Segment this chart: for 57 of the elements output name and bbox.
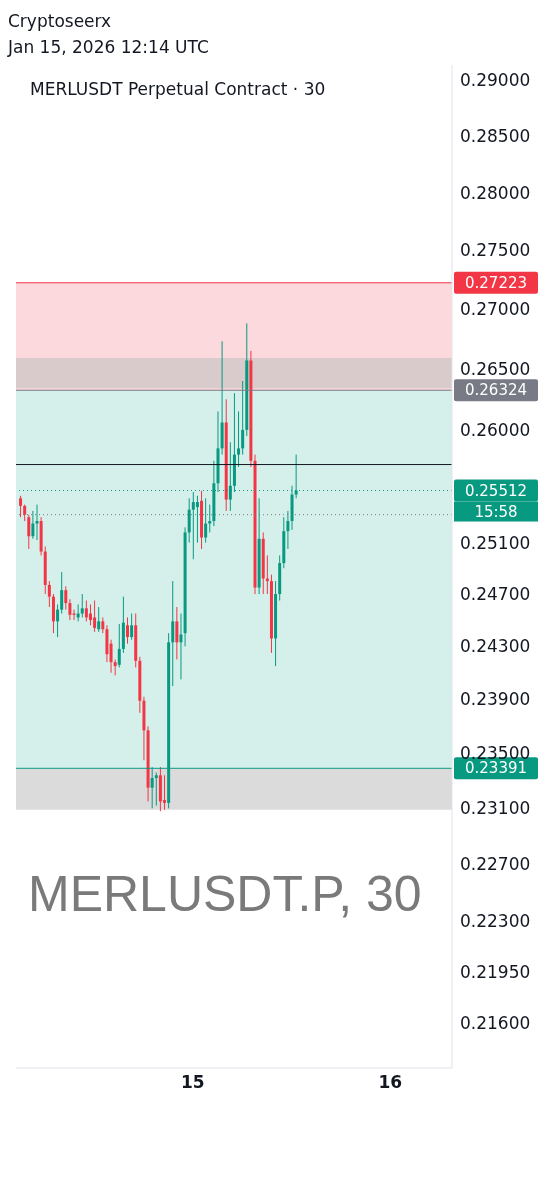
candlestick xyxy=(97,606,101,633)
candlestick xyxy=(163,774,167,811)
y-tick-label: 0.23900 xyxy=(460,689,531,710)
candlestick xyxy=(241,380,245,456)
y-tick-label: 0.24300 xyxy=(460,636,531,657)
y-tick-label: 0.26500 xyxy=(460,358,531,379)
candlestick xyxy=(208,504,212,533)
y-tick-label: 0.22700 xyxy=(460,854,531,875)
candlestick xyxy=(56,603,60,638)
candlestick xyxy=(191,491,195,560)
y-tick-label: 0.26000 xyxy=(460,419,531,440)
ref-line-label: 0.25512 xyxy=(464,481,528,500)
candlestick xyxy=(84,600,88,622)
candlestick xyxy=(286,510,290,550)
y-tick-label: 0.29000 xyxy=(460,70,531,91)
candlestick xyxy=(171,580,175,687)
candlestick xyxy=(195,495,199,544)
candlestick xyxy=(237,410,241,468)
text: Cryptoseerx xyxy=(8,10,113,33)
candlestick xyxy=(80,593,84,618)
y-tick-label: 0.22300 xyxy=(460,911,531,932)
y-tick-label: 0.21950 xyxy=(460,961,531,982)
candlestick xyxy=(187,497,191,544)
ref-line-label: 0.27223 xyxy=(464,273,528,292)
y-tick-label: 0.28500 xyxy=(460,126,531,147)
text: MERLUSDT Perpetual Contract · 30 xyxy=(30,79,326,99)
candlestick xyxy=(88,603,92,626)
y-tick-label: 0.25100 xyxy=(460,532,531,553)
x-tick-label: 16 xyxy=(378,1072,403,1093)
annotation: MERLUSDT.P, 30 xyxy=(28,865,422,923)
ref-line-label: 0.26324 xyxy=(464,381,528,400)
y-tick-label: 0.21600 xyxy=(460,1013,531,1034)
candlestick xyxy=(154,772,158,807)
candlestick xyxy=(47,580,51,608)
candlestick xyxy=(68,598,72,621)
candlestick xyxy=(204,497,208,544)
candlestick xyxy=(117,623,121,668)
y-tick-label: 0.27500 xyxy=(460,240,531,261)
candlestick xyxy=(19,495,23,518)
candlestick xyxy=(64,585,68,611)
y-tick-label: 0.28000 xyxy=(460,182,531,203)
text: Jan 15, 2026 12:14 UTC xyxy=(8,36,210,59)
candlestick xyxy=(93,600,97,633)
y-tick-label: 0.24700 xyxy=(460,584,531,605)
candlestick xyxy=(31,510,35,540)
candlestick xyxy=(35,504,39,541)
candlestick xyxy=(175,606,179,660)
x-tick-label: 15 xyxy=(181,1072,205,1093)
candlestick xyxy=(179,613,183,680)
candlestick xyxy=(109,639,113,674)
text: 15:58 xyxy=(474,502,518,521)
y-tick-label: 0.23100 xyxy=(460,798,531,819)
candlestick xyxy=(126,616,129,645)
candlestick xyxy=(130,613,134,641)
y-tick-label: 0.27000 xyxy=(460,299,531,320)
candlestick xyxy=(60,571,64,615)
candlestick xyxy=(27,514,31,550)
